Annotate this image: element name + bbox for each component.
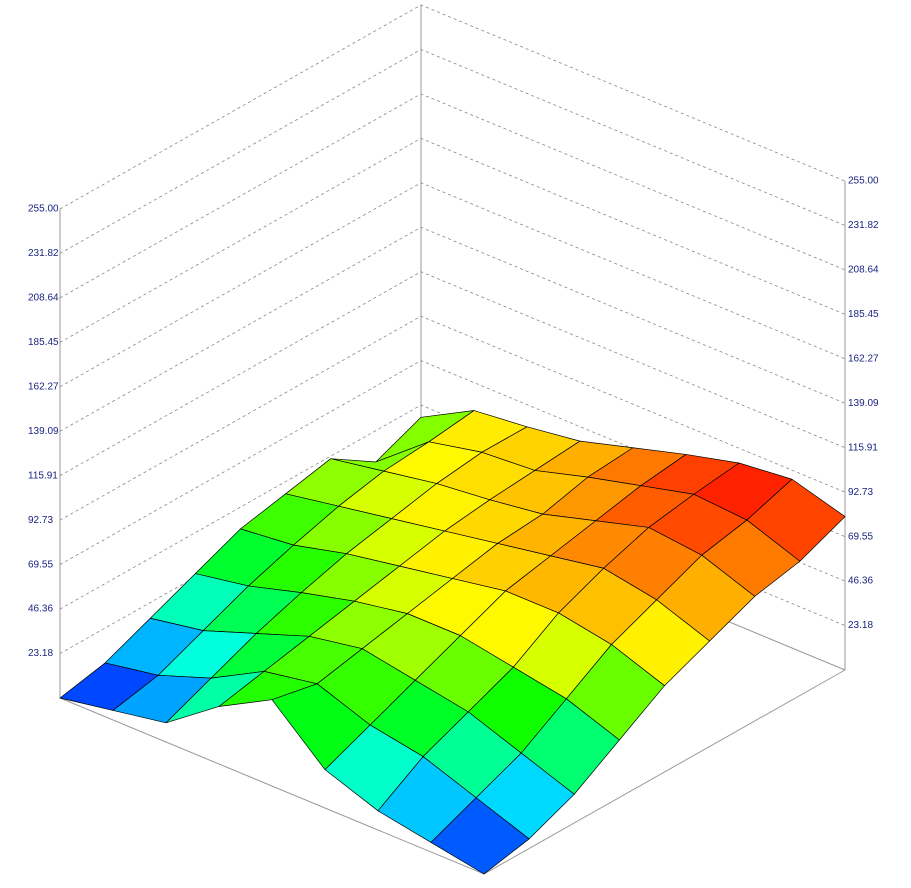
grid-line bbox=[59, 182, 846, 388]
z-tick-label: 139.09 bbox=[28, 426, 59, 437]
z-tick-label: 162.27 bbox=[28, 381, 59, 392]
z-tick-label: 162.27 bbox=[848, 353, 879, 364]
grid-line bbox=[59, 271, 846, 477]
z-tick-label: 185.45 bbox=[28, 337, 59, 348]
z-tick-label: 23.18 bbox=[848, 620, 873, 631]
z-tick-label: 208.64 bbox=[28, 293, 59, 304]
grid-line bbox=[59, 93, 846, 299]
z-tick-label: 231.82 bbox=[848, 220, 879, 231]
z-tick-label: 115.91 bbox=[848, 442, 878, 453]
z-tick-label: 255.00 bbox=[848, 176, 879, 187]
surface-cell bbox=[430, 797, 530, 875]
z-tick-label: 69.55 bbox=[28, 559, 53, 570]
z-tick-label: 92.73 bbox=[848, 487, 873, 498]
z-tick-label: 139.09 bbox=[848, 398, 879, 409]
z-tick-label: 92.73 bbox=[28, 515, 53, 526]
z-tick-label: 185.45 bbox=[848, 309, 879, 320]
z-tick-label: 115.91 bbox=[28, 470, 58, 481]
grid-line bbox=[59, 315, 846, 521]
z-tick-label: 208.64 bbox=[848, 265, 879, 276]
grid-line bbox=[59, 137, 846, 343]
grid-line bbox=[59, 4, 846, 210]
z-tick-label: 255.00 bbox=[28, 204, 59, 215]
z-tick-label: 23.18 bbox=[28, 648, 53, 659]
grid-line bbox=[59, 49, 846, 254]
z-tick-label: 46.36 bbox=[848, 576, 873, 587]
z-tick-label: 69.55 bbox=[848, 531, 873, 542]
z-tick-label: 46.36 bbox=[28, 604, 53, 615]
z-tick-label: 231.82 bbox=[28, 248, 59, 259]
grid-line bbox=[59, 226, 846, 432]
